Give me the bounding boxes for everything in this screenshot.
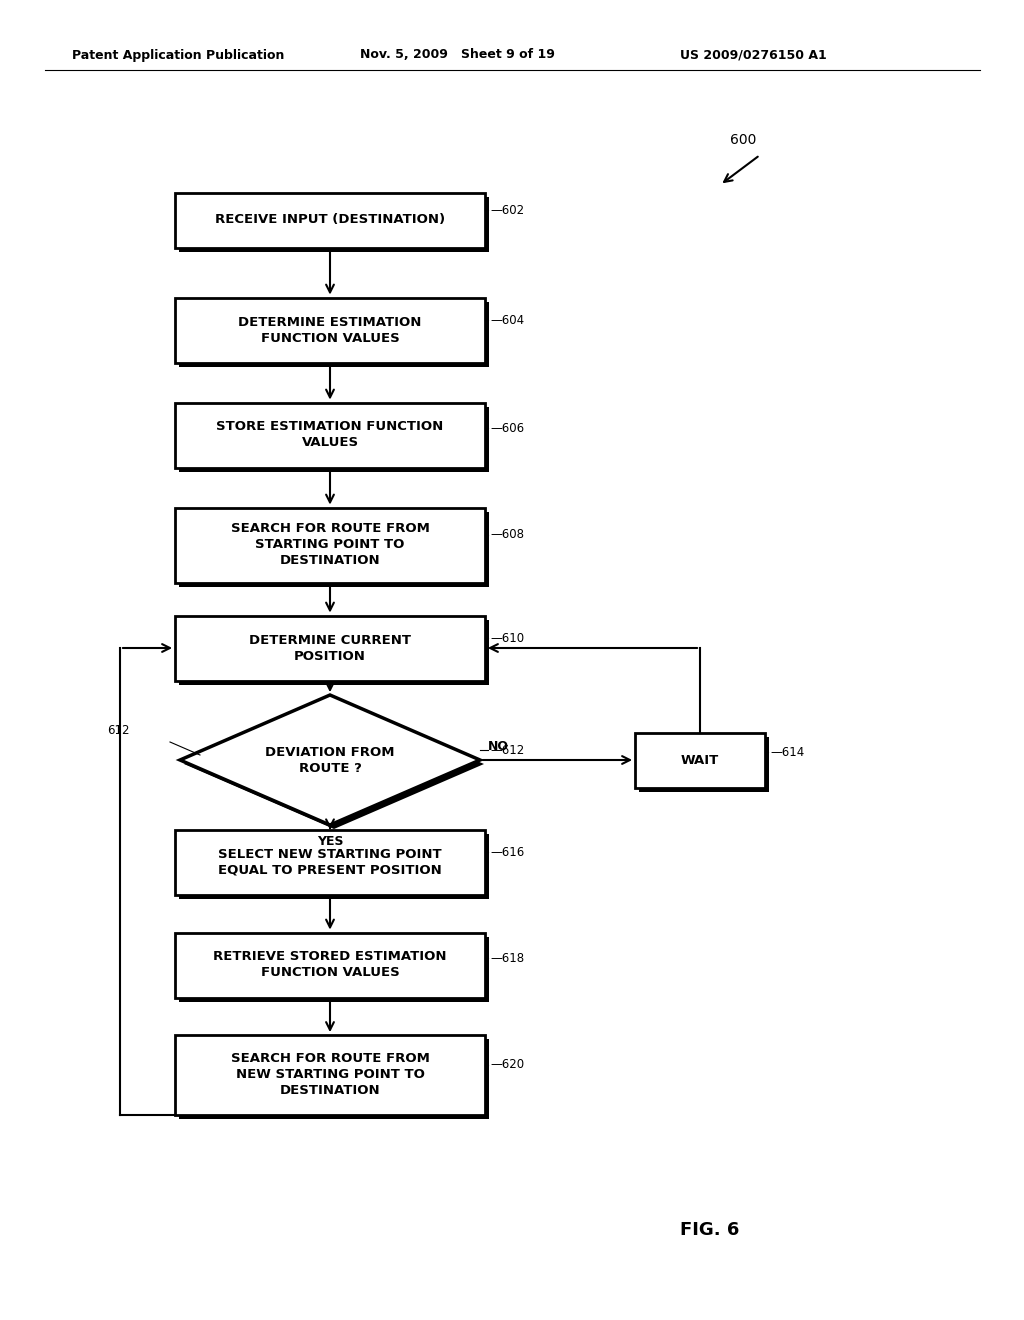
Bar <box>179 936 489 1002</box>
Bar <box>175 615 485 681</box>
Text: Patent Application Publication: Patent Application Publication <box>72 49 285 62</box>
Bar <box>635 733 765 788</box>
Bar <box>179 301 489 367</box>
Bar <box>179 1039 489 1119</box>
Polygon shape <box>180 696 480 825</box>
Text: —604: —604 <box>490 314 524 326</box>
Bar <box>175 829 485 895</box>
Bar <box>175 193 485 248</box>
Text: —606: —606 <box>490 421 524 434</box>
Text: 612: 612 <box>108 723 130 737</box>
Polygon shape <box>184 700 484 829</box>
Text: WAIT: WAIT <box>681 754 719 767</box>
Bar <box>175 403 485 467</box>
Bar <box>179 833 489 899</box>
Bar <box>179 197 489 252</box>
Text: —610: —610 <box>490 631 524 644</box>
Bar <box>175 932 485 998</box>
Text: FIG. 6: FIG. 6 <box>680 1221 739 1239</box>
Bar <box>179 619 489 685</box>
Text: —614: —614 <box>770 746 804 759</box>
Text: SELECT NEW STARTING POINT
EQUAL TO PRESENT POSITION: SELECT NEW STARTING POINT EQUAL TO PRESE… <box>218 847 442 876</box>
Text: Nov. 5, 2009   Sheet 9 of 19: Nov. 5, 2009 Sheet 9 of 19 <box>360 49 555 62</box>
Text: —612: —612 <box>490 743 524 756</box>
Text: RECEIVE INPUT (DESTINATION): RECEIVE INPUT (DESTINATION) <box>215 214 445 227</box>
Text: —616: —616 <box>490 846 524 858</box>
Text: DEVIATION FROM
ROUTE ?: DEVIATION FROM ROUTE ? <box>265 746 394 775</box>
Text: RETRIEVE STORED ESTIMATION
FUNCTION VALUES: RETRIEVE STORED ESTIMATION FUNCTION VALU… <box>213 950 446 979</box>
Text: SEARCH FOR ROUTE FROM
STARTING POINT TO
DESTINATION: SEARCH FOR ROUTE FROM STARTING POINT TO … <box>230 523 429 568</box>
Bar <box>179 407 489 471</box>
Text: SEARCH FOR ROUTE FROM
NEW STARTING POINT TO
DESTINATION: SEARCH FOR ROUTE FROM NEW STARTING POINT… <box>230 1052 429 1097</box>
Text: DETERMINE ESTIMATION
FUNCTION VALUES: DETERMINE ESTIMATION FUNCTION VALUES <box>239 315 422 345</box>
Text: NO: NO <box>488 739 509 752</box>
Text: YES: YES <box>316 836 343 847</box>
Text: 600: 600 <box>730 133 757 147</box>
Bar <box>175 507 485 582</box>
Text: —620: —620 <box>490 1059 524 1072</box>
Bar <box>175 297 485 363</box>
Text: —618: —618 <box>490 952 524 965</box>
Text: DETERMINE CURRENT
POSITION: DETERMINE CURRENT POSITION <box>249 634 411 663</box>
Bar <box>175 1035 485 1115</box>
Text: STORE ESTIMATION FUNCTION
VALUES: STORE ESTIMATION FUNCTION VALUES <box>216 421 443 450</box>
Text: —608: —608 <box>490 528 524 541</box>
Bar <box>179 511 489 586</box>
Text: —602: —602 <box>490 203 524 216</box>
Bar <box>639 737 769 792</box>
Text: US 2009/0276150 A1: US 2009/0276150 A1 <box>680 49 826 62</box>
